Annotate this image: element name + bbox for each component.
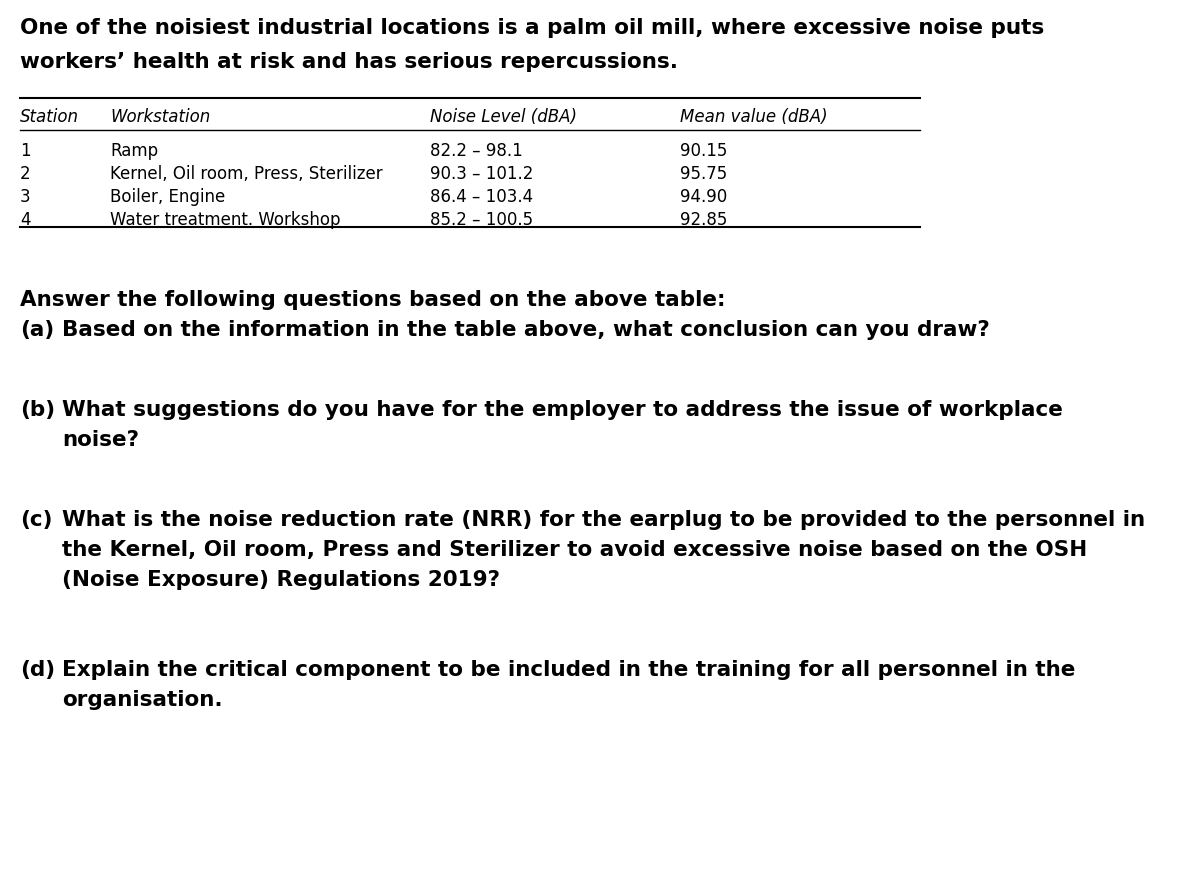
Text: Water treatment. Workshop: Water treatment. Workshop xyxy=(110,211,341,229)
Text: Noise Level (dBA): Noise Level (dBA) xyxy=(430,108,577,126)
Text: the Kernel, Oil room, Press and Sterilizer to avoid excessive noise based on the: the Kernel, Oil room, Press and Steriliz… xyxy=(62,540,1087,560)
Text: 1: 1 xyxy=(20,142,31,160)
Text: noise?: noise? xyxy=(62,430,139,450)
Text: 92.85: 92.85 xyxy=(680,211,727,229)
Text: 82.2 – 98.1: 82.2 – 98.1 xyxy=(430,142,523,160)
Text: 2: 2 xyxy=(20,165,31,183)
Text: (b): (b) xyxy=(20,400,55,420)
Text: One of the noisiest industrial locations is a palm oil mill, where excessive noi: One of the noisiest industrial locations… xyxy=(20,18,1044,38)
Text: (Noise Exposure) Regulations 2019?: (Noise Exposure) Regulations 2019? xyxy=(62,570,500,590)
Text: What suggestions do you have for the employer to address the issue of workplace: What suggestions do you have for the emp… xyxy=(62,400,1063,420)
Text: Workstation: Workstation xyxy=(110,108,210,126)
Text: 86.4 – 103.4: 86.4 – 103.4 xyxy=(430,188,533,206)
Text: 90.3 – 101.2: 90.3 – 101.2 xyxy=(430,165,533,183)
Text: 4: 4 xyxy=(20,211,30,229)
Text: Kernel, Oil room, Press, Sterilizer: Kernel, Oil room, Press, Sterilizer xyxy=(110,165,383,183)
Text: Ramp: Ramp xyxy=(110,142,158,160)
Text: Based on the information in the table above, what conclusion can you draw?: Based on the information in the table ab… xyxy=(62,320,990,340)
Text: 94.90: 94.90 xyxy=(680,188,727,206)
Text: (a): (a) xyxy=(20,320,54,340)
Text: Mean value (dBA): Mean value (dBA) xyxy=(680,108,828,126)
Text: Station: Station xyxy=(20,108,79,126)
Text: 90.15: 90.15 xyxy=(680,142,727,160)
Text: Answer the following questions based on the above table:: Answer the following questions based on … xyxy=(20,290,726,310)
Text: 85.2 – 100.5: 85.2 – 100.5 xyxy=(430,211,533,229)
Text: workers’ health at risk and has serious repercussions.: workers’ health at risk and has serious … xyxy=(20,52,678,72)
Text: What is the noise reduction rate (NRR) for the earplug to be provided to the per: What is the noise reduction rate (NRR) f… xyxy=(62,510,1145,530)
Text: (c): (c) xyxy=(20,510,53,530)
Text: 95.75: 95.75 xyxy=(680,165,727,183)
Text: 3: 3 xyxy=(20,188,31,206)
Text: (d): (d) xyxy=(20,660,55,680)
Text: organisation.: organisation. xyxy=(62,690,223,710)
Text: Boiler, Engine: Boiler, Engine xyxy=(110,188,226,206)
Text: Explain the critical component to be included in the training for all personnel : Explain the critical component to be inc… xyxy=(62,660,1075,680)
